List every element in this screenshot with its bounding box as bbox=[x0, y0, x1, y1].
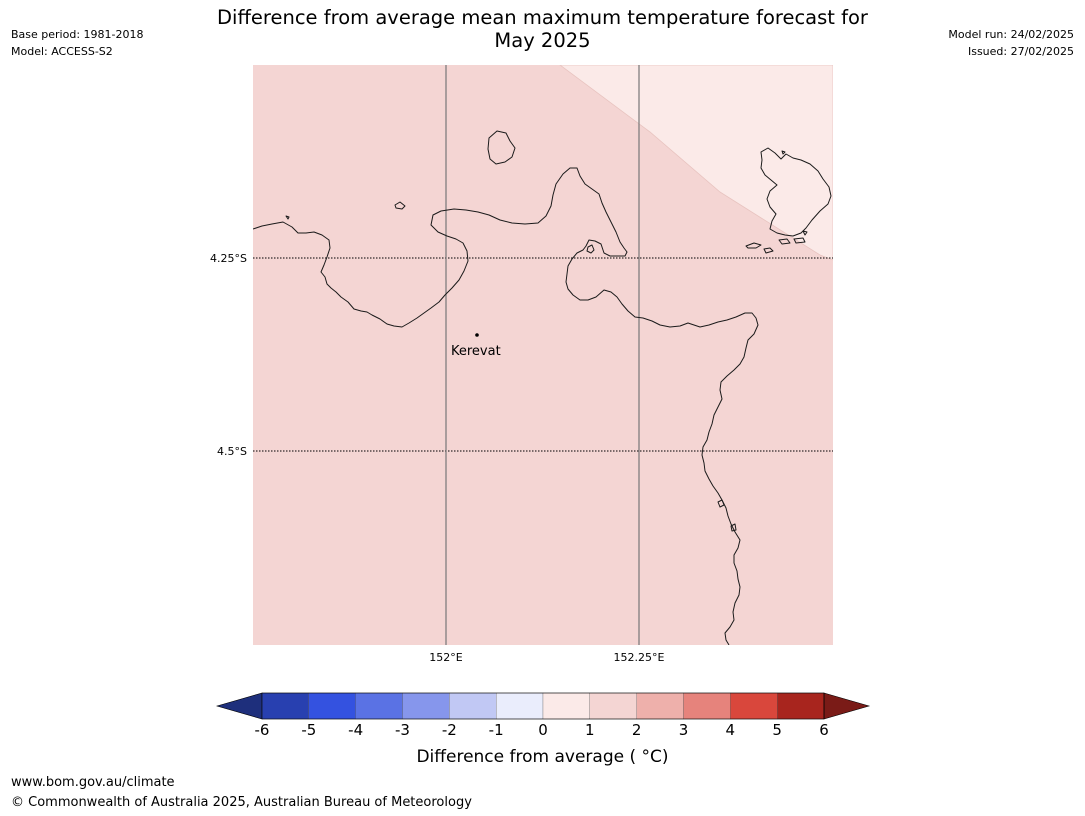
map-title-line-2: May 2025 bbox=[494, 29, 591, 52]
colorbar-title: Difference from average ( °C) bbox=[416, 747, 669, 767]
colorbar-boxes bbox=[261, 692, 825, 720]
colorbar-box bbox=[402, 692, 450, 720]
island-islet-tiny bbox=[285, 215, 290, 220]
coastline bbox=[253, 130, 832, 645]
colorbar-tick-label: 3 bbox=[679, 721, 689, 739]
footer-copyright: © Commonwealth of Australia 2025, Austra… bbox=[11, 795, 472, 810]
colorbar-box bbox=[261, 692, 309, 720]
island-south-2 bbox=[730, 523, 737, 532]
island-south-1 bbox=[717, 499, 725, 508]
island-east-6 bbox=[781, 150, 786, 155]
island-islet-west bbox=[394, 201, 406, 210]
lon-label-152-25e: 152.25°E bbox=[614, 651, 665, 664]
island-east-3 bbox=[778, 238, 791, 245]
colorbar-tick-label: -2 bbox=[442, 721, 457, 739]
kerevat-label: Kerevat bbox=[451, 344, 501, 359]
colorbar-box bbox=[496, 692, 544, 720]
colorbar-box bbox=[449, 692, 497, 720]
island-east-5 bbox=[802, 230, 808, 236]
coastline-main bbox=[253, 167, 759, 645]
colorbar-tick-label: -1 bbox=[489, 721, 504, 739]
colorbar-box bbox=[636, 692, 684, 720]
lat-label-4-5s: 4.5°S bbox=[217, 445, 247, 458]
issued-text: Issued: 27/02/2025 bbox=[967, 45, 1074, 58]
colorbar-box bbox=[777, 692, 825, 720]
footer-url: www.bom.gov.au/climate bbox=[11, 775, 175, 790]
colorbar-tick-label: -3 bbox=[395, 721, 410, 739]
colorbar-box bbox=[355, 692, 403, 720]
colorbar-tick-label: 2 bbox=[632, 721, 642, 739]
kerevat-marker bbox=[475, 333, 479, 337]
base-period-text: Base period: 1981-2018 bbox=[11, 28, 144, 41]
map-plot-area: Kerevat bbox=[253, 65, 833, 645]
colorbar-under-extension bbox=[215, 692, 263, 720]
island-east-4 bbox=[793, 237, 806, 244]
colorbar-tick-labels: -6 -5 -4 -3 -2 -1 0 1 2 3 4 5 6 bbox=[255, 721, 829, 739]
colorbar-box bbox=[589, 692, 637, 720]
colorbar-tick-label: 1 bbox=[585, 721, 595, 739]
colorbar-tick-label: -5 bbox=[301, 721, 316, 739]
anomaly-region-0-to-1 bbox=[559, 65, 833, 261]
island-bay bbox=[586, 244, 595, 254]
map-title-line-1: Difference from average mean maximum tem… bbox=[217, 6, 868, 29]
colorbar-tick-label: 0 bbox=[538, 721, 548, 739]
map-title: Difference from average mean maximum tem… bbox=[180, 6, 905, 52]
island-east-2 bbox=[763, 247, 774, 254]
colorbar-box bbox=[308, 692, 356, 720]
lon-label-152e: 152°E bbox=[429, 651, 462, 664]
lat-label-4-25s: 4.25°S bbox=[210, 252, 247, 265]
model-run-text: Model run: 24/02/2025 bbox=[948, 28, 1074, 41]
colorbar-tick-label: -6 bbox=[255, 721, 270, 739]
island-east-1 bbox=[745, 242, 762, 249]
colorbar-over-extension bbox=[823, 692, 871, 720]
model-text: Model: ACCESS-S2 bbox=[11, 45, 113, 58]
colorbar-tick-label: 5 bbox=[772, 721, 782, 739]
colorbar-tick-label: 4 bbox=[726, 721, 736, 739]
island-northeast bbox=[760, 147, 832, 237]
colorbar-tick-label: 6 bbox=[819, 721, 829, 739]
colorbar-outline bbox=[261, 692, 825, 720]
colorbar-tick-label: -4 bbox=[348, 721, 363, 739]
colorbar-box bbox=[542, 692, 590, 720]
colorbar-box bbox=[730, 692, 778, 720]
colorbar-box bbox=[683, 692, 731, 720]
island-north bbox=[487, 130, 516, 165]
colorbar: -6 -5 -4 -3 -2 -1 0 1 2 3 4 5 6 bbox=[215, 692, 871, 739]
